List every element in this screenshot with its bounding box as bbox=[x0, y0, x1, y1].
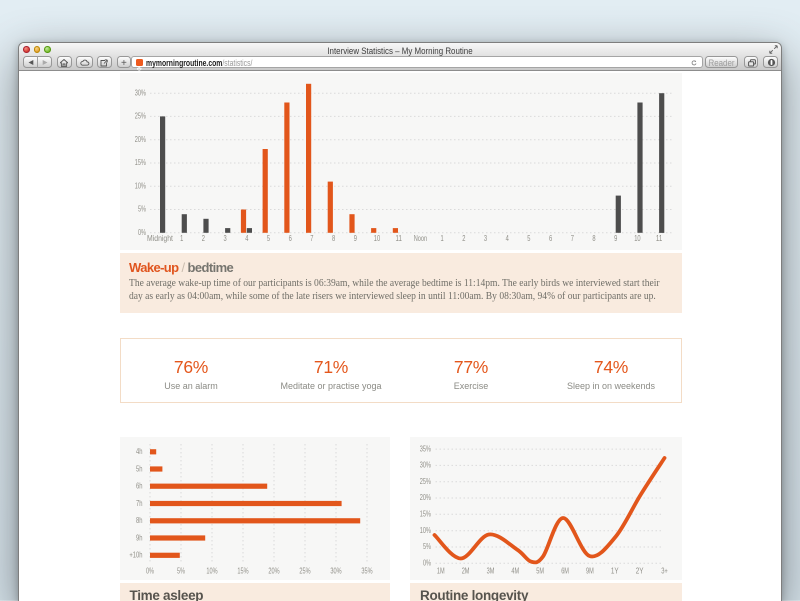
svg-text:5: 5 bbox=[266, 234, 270, 243]
svg-text:7: 7 bbox=[310, 234, 313, 243]
svg-text:10: 10 bbox=[373, 234, 380, 243]
svg-text:1: 1 bbox=[440, 234, 443, 243]
svg-text:9: 9 bbox=[353, 234, 356, 243]
svg-text:4: 4 bbox=[245, 234, 249, 243]
svg-text:8: 8 bbox=[332, 234, 335, 243]
svg-text:3: 3 bbox=[483, 234, 486, 243]
svg-text:2: 2 bbox=[462, 234, 465, 243]
svg-text:3: 3 bbox=[223, 234, 226, 243]
svg-text:10: 10 bbox=[634, 234, 641, 243]
svg-text:20%: 20% bbox=[134, 135, 145, 144]
svg-text:9: 9 bbox=[614, 234, 617, 243]
svg-text:5: 5 bbox=[527, 234, 531, 243]
svg-text:30%: 30% bbox=[134, 88, 145, 97]
svg-text:7: 7 bbox=[570, 234, 573, 243]
svg-text:Midnight: Midnight bbox=[147, 234, 174, 243]
svg-text:25%: 25% bbox=[134, 112, 145, 121]
svg-text:0%: 0% bbox=[138, 228, 146, 237]
svg-text:11: 11 bbox=[395, 234, 401, 243]
svg-text:Noon: Noon bbox=[413, 234, 426, 243]
svg-text:6: 6 bbox=[549, 234, 552, 243]
svg-text:4: 4 bbox=[505, 234, 509, 243]
svg-text:6: 6 bbox=[288, 234, 291, 243]
svg-text:10%: 10% bbox=[134, 182, 145, 191]
svg-text:2: 2 bbox=[201, 234, 204, 243]
svg-text:11: 11 bbox=[655, 234, 661, 243]
svg-text:1: 1 bbox=[180, 234, 183, 243]
svg-text:15%: 15% bbox=[134, 158, 145, 167]
svg-text:8: 8 bbox=[592, 234, 595, 243]
svg-text:5%: 5% bbox=[138, 205, 146, 214]
